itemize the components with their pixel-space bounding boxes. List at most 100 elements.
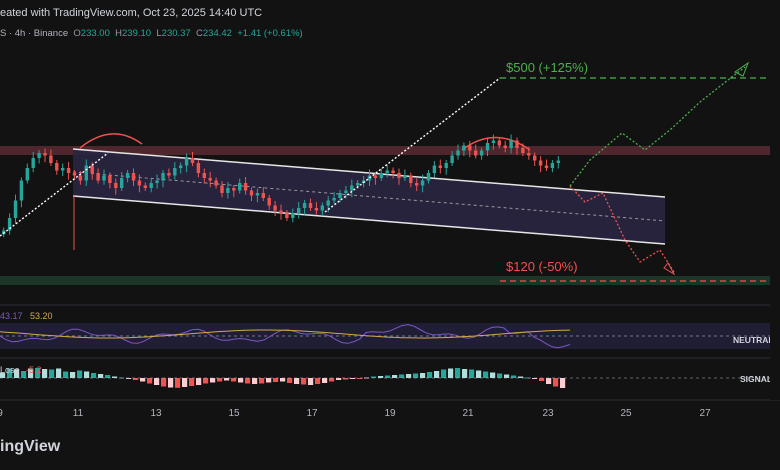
bearish-projection (569, 185, 675, 273)
candle-body (255, 193, 260, 196)
candle-body (55, 163, 59, 171)
candle-body (485, 143, 490, 151)
candle-body (503, 145, 507, 148)
macd-bar (434, 371, 440, 378)
candle-body (391, 170, 395, 173)
candle-body (120, 178, 124, 188)
macd-bar (546, 378, 552, 384)
candle-body (468, 145, 472, 151)
macd-bar (0, 372, 6, 378)
candle-body (373, 175, 378, 178)
change-value: +1.41 (+0.61%) (237, 28, 303, 39)
macd-bar (133, 378, 139, 380)
macd-bar (315, 378, 321, 384)
candle-body (78, 175, 83, 181)
macd-bar (441, 369, 447, 378)
candle-body (338, 193, 342, 198)
macd-bar (350, 378, 356, 379)
macd-bar (287, 378, 293, 383)
macd-bar (280, 378, 286, 382)
candle-body (179, 165, 183, 168)
macd-bar (14, 369, 20, 378)
channel-lower-line (72, 195, 666, 245)
resistance-zone (0, 146, 770, 155)
candle-body (173, 168, 177, 176)
x-tick-label: 27 (699, 408, 711, 419)
candle-body (208, 178, 212, 181)
candle-body (326, 200, 330, 206)
candle-body (456, 150, 460, 156)
x-tick-label: 13 (150, 408, 162, 419)
macd-bar (196, 378, 202, 385)
candle-body (131, 173, 136, 181)
macd-bar (427, 372, 433, 378)
macd-bar (7, 368, 13, 378)
macd-bar (217, 378, 223, 382)
candle-body (220, 185, 224, 193)
candle-body (267, 198, 271, 206)
candle-body (379, 173, 383, 178)
candle-body (167, 173, 171, 176)
symbol-label: S · 4h · Binance (0, 28, 69, 39)
macd-bar (56, 368, 62, 378)
macd-bar (420, 373, 426, 378)
macd-bar (518, 376, 524, 378)
open-value: 233.00 (80, 28, 110, 39)
candle-body (527, 153, 531, 156)
macd-bar (70, 372, 76, 378)
candle-body (273, 205, 277, 211)
macd-bar (483, 371, 489, 378)
candle-body (533, 155, 537, 161)
macd-bar (112, 376, 118, 378)
candle-body (515, 140, 519, 148)
candle-body (497, 140, 501, 146)
candle-body (249, 190, 254, 196)
x-tick-label: 11 (73, 408, 84, 419)
candle-body (491, 140, 496, 143)
macd-bar (210, 378, 216, 383)
candle-body (444, 163, 448, 168)
candle-body (226, 188, 230, 193)
macd-bar (140, 378, 146, 382)
macd-label: Lose (0, 365, 20, 375)
macd-bar (539, 378, 545, 381)
macd-bar (91, 373, 97, 378)
rising-trendline (324, 77, 501, 213)
tradingview-brand: ingView (0, 438, 61, 455)
bearish-arrowhead (663, 262, 676, 276)
target-up-label: $500 (+125%) (506, 60, 588, 75)
candle-body (137, 180, 142, 186)
macd-bar (357, 378, 363, 379)
candle-body (403, 175, 407, 178)
macd-bar (28, 368, 34, 378)
macd-bar (175, 378, 181, 388)
created-with-text: eated with TradingView.com, Oct 23, 2025… (0, 7, 263, 19)
candle-body (190, 158, 195, 163)
candle-body (243, 183, 248, 191)
candle-body (37, 153, 41, 158)
macd-bar (525, 377, 531, 379)
candle-body (450, 155, 454, 163)
macd-bar (224, 378, 230, 381)
macd-bar (98, 374, 104, 378)
candle-body (550, 163, 555, 168)
candle-body (538, 160, 543, 166)
macd-bar (182, 378, 188, 387)
macd-bar (294, 378, 300, 384)
macd-signal-label: SIGNAL L (740, 374, 780, 384)
macd-bar (77, 370, 83, 378)
macd-value: -5.2 (26, 365, 42, 375)
macd-bar (329, 378, 335, 382)
macd-bar (371, 376, 377, 378)
macd-bar (455, 368, 461, 378)
macd-bar (343, 378, 349, 380)
macd-bar (476, 370, 482, 378)
macd-bar (266, 378, 272, 383)
candle-body (344, 190, 348, 193)
macd-bar (511, 375, 517, 378)
candle-body (356, 183, 360, 186)
candle-body (397, 173, 401, 178)
candle-body (350, 185, 354, 191)
